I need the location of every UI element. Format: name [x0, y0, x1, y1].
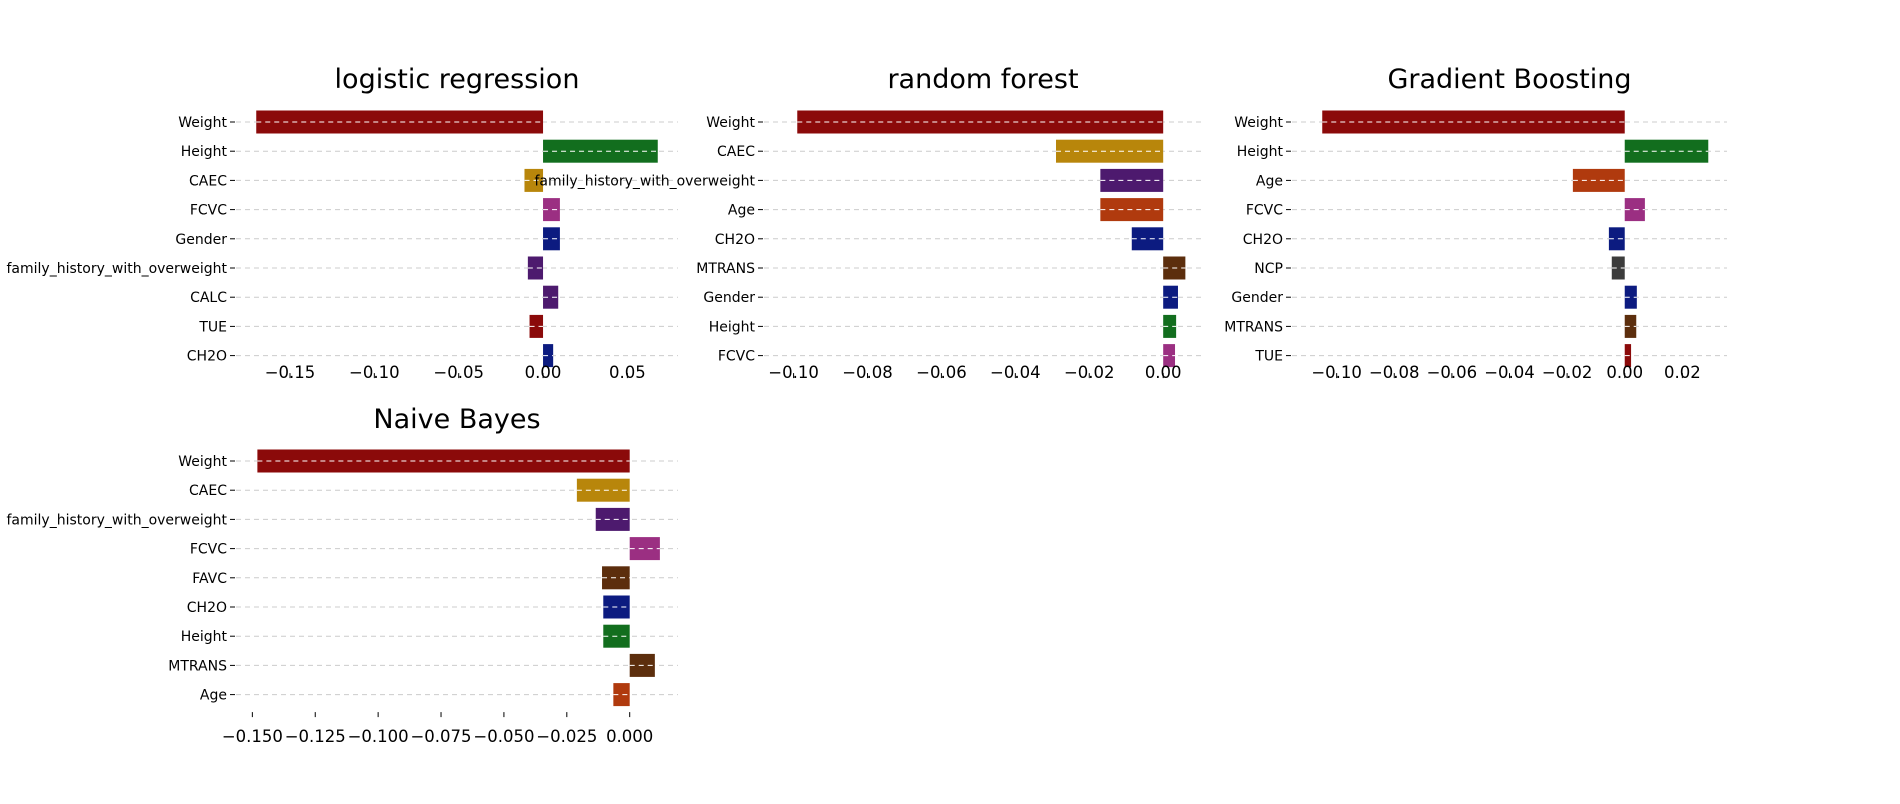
x-tick-label: −0.075: [410, 727, 471, 746]
x-tick-label: −0.100: [348, 727, 409, 746]
category-label: FCVC: [718, 349, 755, 365]
x-tick-label: −0.02: [1542, 363, 1593, 382]
category-label: FCVC: [190, 203, 227, 219]
category-label: Height: [709, 319, 756, 335]
bar: [1163, 285, 1178, 309]
bar: [256, 110, 544, 134]
bar: [543, 344, 554, 368]
category-label: Weight: [178, 115, 227, 131]
x-tick-label: 0.00: [1145, 363, 1182, 382]
category-label: Weight: [706, 115, 755, 131]
category-label: CAEC: [717, 144, 755, 160]
x-tick-label: −0.06: [1427, 363, 1478, 382]
panel-0: logistic regression Weight Height CAEC FCVC G…: [7, 64, 678, 382]
x-tick-label: −0.08: [842, 363, 893, 382]
category-label: Height: [1237, 144, 1284, 160]
bar: [1624, 314, 1637, 338]
category-label: MTRANS: [696, 261, 755, 277]
category-label: Weight: [178, 454, 227, 470]
category-label: Age: [1256, 173, 1283, 189]
x-tick-label: −0.125: [285, 727, 346, 746]
category-label: CAEC: [189, 173, 227, 189]
bar: [529, 314, 544, 338]
category-label: family_history_with_overweight: [7, 512, 228, 528]
category-label: MTRANS: [1224, 319, 1283, 335]
x-tick-label: 0.00: [1606, 363, 1643, 382]
bar: [527, 256, 544, 280]
x-tick-label: −0.10: [1311, 363, 1362, 382]
x-tick-label: 0.02: [1664, 363, 1701, 382]
category-label: CH2O: [187, 600, 227, 616]
category-label: Gender: [175, 232, 227, 248]
category-label: Height: [181, 144, 228, 160]
category-label: CH2O: [1243, 232, 1283, 248]
x-tick-label: −0.050: [473, 727, 534, 746]
bar: [1131, 227, 1164, 251]
x-tick-label: −0.15: [265, 363, 316, 382]
bar: [1611, 256, 1625, 280]
bar: [1163, 314, 1177, 338]
x-tick-label: −0.05: [433, 363, 484, 382]
category-label: TUE: [198, 319, 227, 335]
panel-title: Gradient Boosting: [1387, 64, 1631, 95]
category-label: FCVC: [1246, 203, 1283, 219]
x-tick-label: 0.000: [606, 727, 653, 746]
x-tick-label: 0.05: [609, 363, 646, 382]
category-label: family_history_with_overweight: [535, 173, 756, 189]
x-tick-label: −0.04: [990, 363, 1041, 382]
x-tick-label: −0.10: [768, 363, 819, 382]
x-tick-label: 0.00: [525, 363, 562, 382]
bar: [1322, 110, 1625, 134]
panel-2: Gradient Boosting Weight Height Age FCVC CH2O…: [1224, 64, 1727, 382]
x-tick-label: −0.04: [1484, 363, 1535, 382]
category-label: Age: [728, 203, 755, 219]
bar: [1608, 227, 1625, 251]
bar: [595, 507, 630, 531]
bar: [1572, 168, 1625, 192]
panel-3: Naive Bayes Weight CAEC family_history_with…: [7, 404, 678, 746]
category-label: NCP: [1254, 261, 1283, 277]
category-label: TUE: [1254, 349, 1283, 365]
category-label: FCVC: [190, 542, 227, 558]
category-label: CAEC: [189, 483, 227, 499]
category-label: CALC: [190, 290, 227, 306]
panel-1: random forest Weight CAEC family_history_wi…: [535, 64, 1202, 382]
category-label: Age: [200, 688, 227, 704]
bar: [629, 537, 660, 561]
category-label: MTRANS: [168, 658, 227, 674]
bar: [543, 227, 560, 251]
category-label: Weight: [1234, 115, 1283, 131]
category-label: Gender: [703, 290, 755, 306]
category-label: Height: [181, 629, 228, 645]
bar: [543, 285, 559, 309]
x-tick-label: −0.06: [916, 363, 967, 382]
panel-title: logistic regression: [335, 64, 580, 95]
panel-title: random forest: [887, 64, 1078, 95]
bar: [1056, 139, 1164, 163]
category-label: CH2O: [715, 232, 755, 248]
x-tick-label: −0.10: [349, 363, 400, 382]
bar: [257, 449, 630, 473]
bar: [543, 198, 560, 222]
category-label: CH2O: [187, 349, 227, 365]
bar: [613, 683, 630, 707]
bar: [1624, 139, 1709, 163]
category-label: FAVC: [192, 571, 227, 587]
category-label: Gender: [1231, 290, 1283, 306]
x-tick-label: −0.08: [1369, 363, 1420, 382]
x-tick-label: −0.150: [222, 727, 283, 746]
panel-title: Naive Bayes: [373, 404, 540, 435]
x-tick-label: −0.02: [1064, 363, 1115, 382]
bar: [576, 478, 630, 502]
category-label: family_history_with_overweight: [7, 261, 228, 277]
bar: [1163, 344, 1176, 368]
bar: [1624, 285, 1637, 309]
x-tick-label: −0.025: [536, 727, 597, 746]
